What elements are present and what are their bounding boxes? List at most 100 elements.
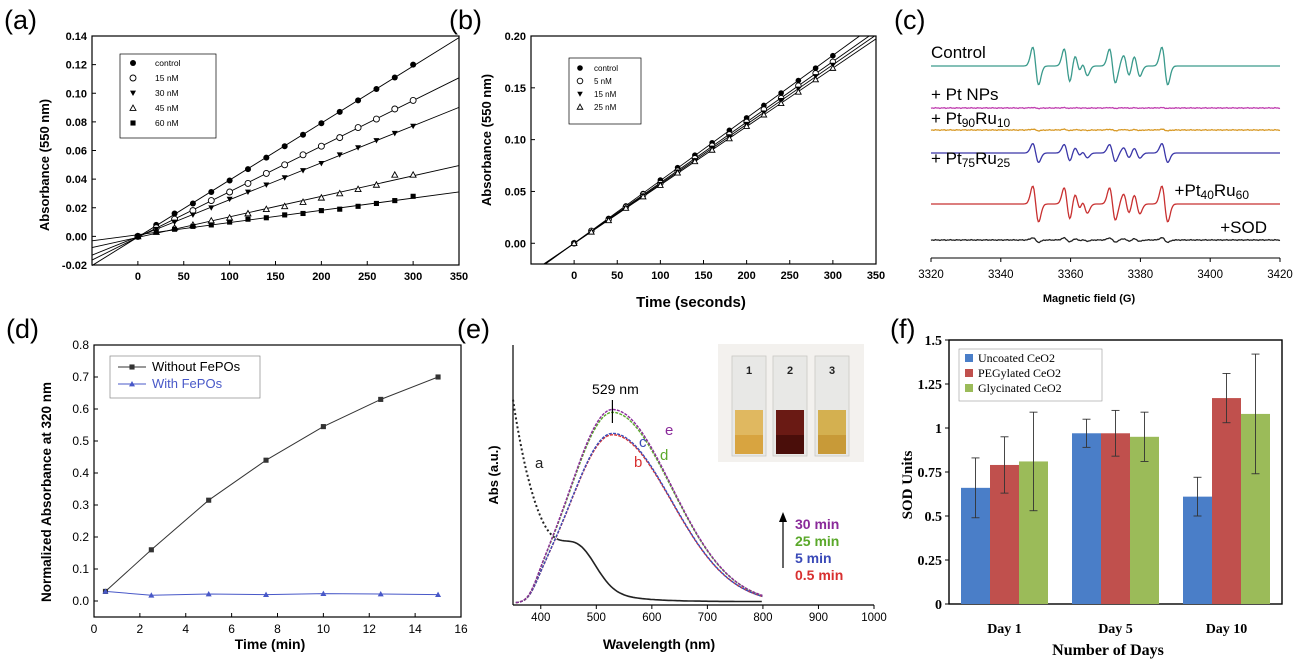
d-xlabel: Time (min) [235,636,306,652]
c-label-part: + Pt NPs [931,85,999,104]
a-data-point [245,216,251,222]
d-xtick-label: 6 [228,622,235,636]
a-data-point [392,198,398,204]
e-cuvette-liquid-shade [735,435,763,454]
b-legend-label: 5 nM [594,77,612,86]
b-data-point [708,146,716,153]
a-legend-marker [130,90,136,96]
c-label-part: 40 [1201,188,1215,202]
panel-label-f: (f) [890,314,915,344]
e-peak-label: 529 nm [592,381,639,397]
e-inset-label: 3 [829,365,835,377]
d-data-point [148,592,155,598]
b-data-point [794,88,802,95]
b-data-point [587,228,595,235]
d-ytick-label: 0.4 [72,466,89,480]
f-ytick-label: 1 [935,422,942,437]
d-xtick-label: 10 [317,622,331,636]
c-label-part: 25 [997,156,1011,170]
b-tick-labels: 0 50 100 150 200 250 300 350 0.00 0.05 0.10 0.15 0.2… [505,31,886,282]
a-data-point [373,138,380,144]
a-data-point [171,210,178,217]
a-xtick-label: 150 [266,271,284,283]
a-data-point [208,205,215,211]
c-epr-trace [931,46,1280,86]
a-data-point [190,223,196,229]
d-xtick-label: 0 [91,622,98,636]
a-fit-line [91,165,460,249]
a-legend-label: control [155,58,181,68]
d-tick-labels: 0 2 4 6 8 10 12 14 16 0.0 0.1 0.2 0.3 0.4 0.5 0.6 0.7 0.8 [72,338,468,636]
a-data-point [335,189,344,197]
d-data-point [148,547,154,553]
c-label-part: +SOD [1220,218,1267,237]
a-data-point [171,219,178,226]
d-xtick-label: 14 [408,622,422,636]
e-spectrum-a-solid [557,538,762,603]
a-data-point [207,197,215,205]
f-legend-box [958,348,1103,402]
e-curve-letter: b [634,454,642,471]
panel-label-d: (d) [6,314,39,344]
c-label-part: 10 [997,116,1011,130]
a-data-point [410,123,417,130]
d-ylabel: Normalized Absorbance at 320 nm [39,382,54,602]
d-data-point [102,588,109,594]
a-data-point [300,131,307,138]
c-label-part: Control [931,43,986,62]
e-curve-letter: d [660,447,668,464]
a-legend-label: 60 nM [155,118,179,128]
f-legend-label: PEGylated CeO2 [978,366,1061,380]
a-data-point [280,202,289,210]
b-legend-marker [577,65,583,71]
c-label-part: Ru [975,149,997,168]
a-ytick-label: 0.10 [66,88,87,100]
a-fit-line [91,106,460,256]
d-data-point [320,590,327,597]
b-legend-label: 25 nM [594,103,617,112]
c-trace-labels: Control+ Pt NPs+ Pt90Ru10+ Pt75Ru25+Pt40… [931,43,1267,237]
a-data-point [409,170,417,178]
e-inset-label: 2 [787,365,793,377]
f-ytick-label: 0.25 [918,554,943,569]
d-series-line [105,590,439,596]
a-data-point [208,222,214,228]
a-data-point [372,180,381,188]
b-legend-label: control [594,64,618,73]
c-label-part: + Pt [931,149,962,168]
b-xtick-label: 50 [611,270,623,282]
b-xtick-label: 0 [571,270,577,282]
a-legend-label: 30 nM [155,88,179,98]
f-bar [1212,398,1241,604]
a-data-point [336,108,343,115]
d-ytick-label: 0.8 [72,338,89,352]
c-trace-label: Control [931,43,986,62]
d-ytick-label: 0.2 [72,530,89,544]
c-epr-trace [930,128,1281,132]
a-xtick-label: 0 [135,271,141,283]
b-xtick-label: 100 [651,270,669,282]
f-ytick-label: 0.75 [918,466,943,481]
a-data-point [299,151,307,159]
b-data-point [760,111,768,118]
a-data-point [336,152,343,158]
b-data-point [725,134,733,142]
a-ytick-label: 0.04 [66,174,88,186]
b-data-point [830,52,836,59]
e-axes: 400 500 600 700 800 900 1000 [512,345,887,624]
f-bar [1130,436,1159,604]
e-inset-label: 1 [746,365,752,377]
panel-f: (f) 0 0.25 0.5 0.75 1 1.25 1.5 Day 1 Day 5 Day 10… [890,314,1283,659]
a-legend-marker [130,120,136,126]
a-data-point [244,189,251,196]
e-xtick-label: 700 [698,612,717,624]
a-data-point [391,170,399,178]
e-cuvette-liquid-shade [818,435,846,454]
a-data-point [208,189,215,196]
e-time-label: 0.5 min [795,567,843,583]
d-xtick-label: 2 [137,622,144,636]
a-xtick-label: 350 [450,271,468,283]
